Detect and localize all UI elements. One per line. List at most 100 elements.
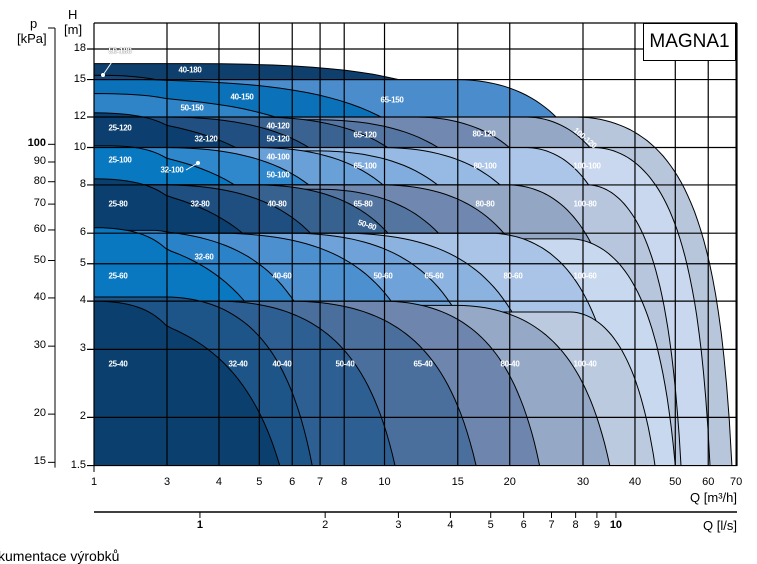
x-tick-label: 30 — [576, 476, 590, 488]
x2-tick-label: 2 — [322, 519, 329, 531]
region-label-50-60: 50-60 — [373, 271, 393, 281]
p-tick-label: 30 — [33, 339, 46, 352]
p-axis-label: p — [30, 16, 38, 31]
p-tick-label: 15 — [33, 455, 46, 468]
region-label-80-40: 80-40 — [500, 359, 520, 369]
h-tick-label: 2 — [79, 410, 86, 423]
axes — [48, 27, 737, 518]
region-label-80-60: 80-60 — [503, 271, 523, 281]
region-label-65-80: 65-80 — [353, 199, 373, 209]
leader-32-100 — [185, 162, 199, 171]
region-label-32-40: 32-40 — [228, 359, 248, 369]
h-tick-label: 5 — [79, 256, 86, 269]
x2-tick-label: 10 — [609, 519, 623, 531]
x-tick-label: 8 — [341, 476, 348, 488]
region-label-40-100: 40-100 — [266, 152, 290, 162]
region-label-32-120: 32-120 — [194, 134, 218, 144]
region-label-65-100: 65-100 — [353, 161, 377, 171]
x2-tick-label: 7 — [548, 519, 555, 531]
region-label-50-180: 50-180 — [108, 46, 132, 56]
region-label-65-150: 65-150 — [380, 95, 404, 105]
region-label-80-100: 80-100 — [473, 161, 497, 171]
p-tick-label: 90 — [33, 154, 46, 167]
h-tick-label: 1.5 — [70, 458, 86, 471]
region-label-100-60: 100-60 — [573, 271, 597, 281]
x-tick-label: 50 — [669, 476, 682, 488]
x-tick-label: 4 — [215, 476, 223, 488]
h-tick-label: 4 — [79, 294, 86, 307]
region-label-65-120: 65-120 — [353, 130, 377, 140]
region-label-32-100: 32-100 — [160, 165, 184, 175]
region-label-50-150: 50-150 — [180, 103, 204, 113]
region-label-50-120: 50-120 — [266, 134, 290, 144]
h-tick-label: 12 — [73, 109, 86, 122]
x2-tick-label: 9 — [593, 519, 600, 531]
region-label-50-40: 50-40 — [335, 359, 355, 369]
region-label-50-100: 50-100 — [266, 170, 290, 180]
x-tick-label: 3 — [163, 476, 171, 488]
p-tick-label: 70 — [33, 197, 46, 210]
region-label-80-80: 80-80 — [475, 199, 495, 209]
region-label-40-120: 40-120 — [266, 121, 290, 131]
x-axis-label: Q [m³/h] — [690, 490, 737, 505]
x-tick-label: 60 — [702, 476, 715, 488]
x2-tick-label: 1 — [196, 519, 203, 531]
h-tick-label: 6 — [79, 226, 86, 239]
p-tick-label: 20 — [33, 407, 46, 420]
h-tick-label: 15 — [73, 72, 86, 85]
leader-50-180-dot — [101, 73, 105, 77]
x-tick-label: 70 — [729, 476, 743, 488]
pump-regions — [94, 63, 733, 466]
x2-tick-label: 6 — [520, 519, 527, 531]
x-tick-label: 10 — [378, 476, 391, 488]
region-label-65-40: 65-40 — [413, 359, 433, 369]
region-label-25-120: 25-120 — [108, 123, 132, 133]
region-label-40-180: 40-180 — [178, 65, 202, 75]
region-label-40-60: 40-60 — [272, 271, 292, 281]
region-label-100-40: 100-40 — [573, 359, 597, 369]
leader-50-180 — [102, 55, 117, 76]
h-tick-label: 8 — [79, 177, 86, 190]
h-tick-label: 10 — [73, 140, 86, 153]
region-label-65-60: 65-60 — [424, 271, 444, 281]
region-25-40 — [94, 300, 281, 466]
x2-axis-label: Q [l/s] — [703, 518, 737, 533]
brand-box: MAGNA1 — [643, 23, 736, 61]
region-label-40-150: 40-150 — [230, 92, 254, 102]
region-label-40-40: 40-40 — [272, 359, 292, 369]
region-label-100-80: 100-80 — [573, 199, 597, 209]
region-label-80-120: 80-120 — [472, 129, 496, 139]
x2-tick-label: 4 — [447, 519, 454, 531]
p-tick-label: 60 — [33, 222, 46, 235]
p-tick-label: 50 — [33, 253, 46, 266]
region-label-100-100: 100-100 — [573, 161, 601, 171]
h-axis-symbol: H — [68, 7, 78, 22]
region-label-40-80: 40-80 — [267, 199, 287, 209]
x-tick-label: 20 — [503, 476, 516, 488]
p-tick-label: 80 — [33, 174, 46, 187]
h-axis-unit: [m] — [64, 22, 83, 37]
x2-tick-label: 5 — [487, 519, 494, 531]
h-axis-label: H [m] — [64, 7, 86, 37]
p-tick-label: 100 — [27, 137, 46, 150]
footer-text: kumentace výrobků — [0, 548, 120, 564]
x-tick-label: 7 — [317, 476, 324, 488]
p-axis-unit: [kPa] — [17, 31, 47, 46]
region-label-32-80: 32-80 — [190, 199, 210, 209]
region-label-32-60: 32-60 — [194, 252, 214, 262]
x2-tick-label: 3 — [395, 519, 402, 531]
h-tick-label: 18 — [73, 42, 86, 54]
region-label-25-60: 25-60 — [108, 271, 128, 281]
x-tick-label: 6 — [289, 476, 296, 488]
h-tick-label: 3 — [79, 342, 86, 355]
grid — [87, 22, 738, 467]
region-label-25-40: 25-40 — [108, 359, 128, 369]
x-tick-label: 40 — [628, 476, 642, 488]
x2-tick-label: 8 — [572, 519, 579, 531]
x-tick-label: 1 — [90, 476, 98, 488]
p-tick-label: 40 — [33, 290, 46, 303]
leader-32-100-dot — [196, 161, 200, 165]
region-label-25-100: 25-100 — [108, 155, 132, 165]
x-tick-label: 15 — [451, 476, 464, 488]
